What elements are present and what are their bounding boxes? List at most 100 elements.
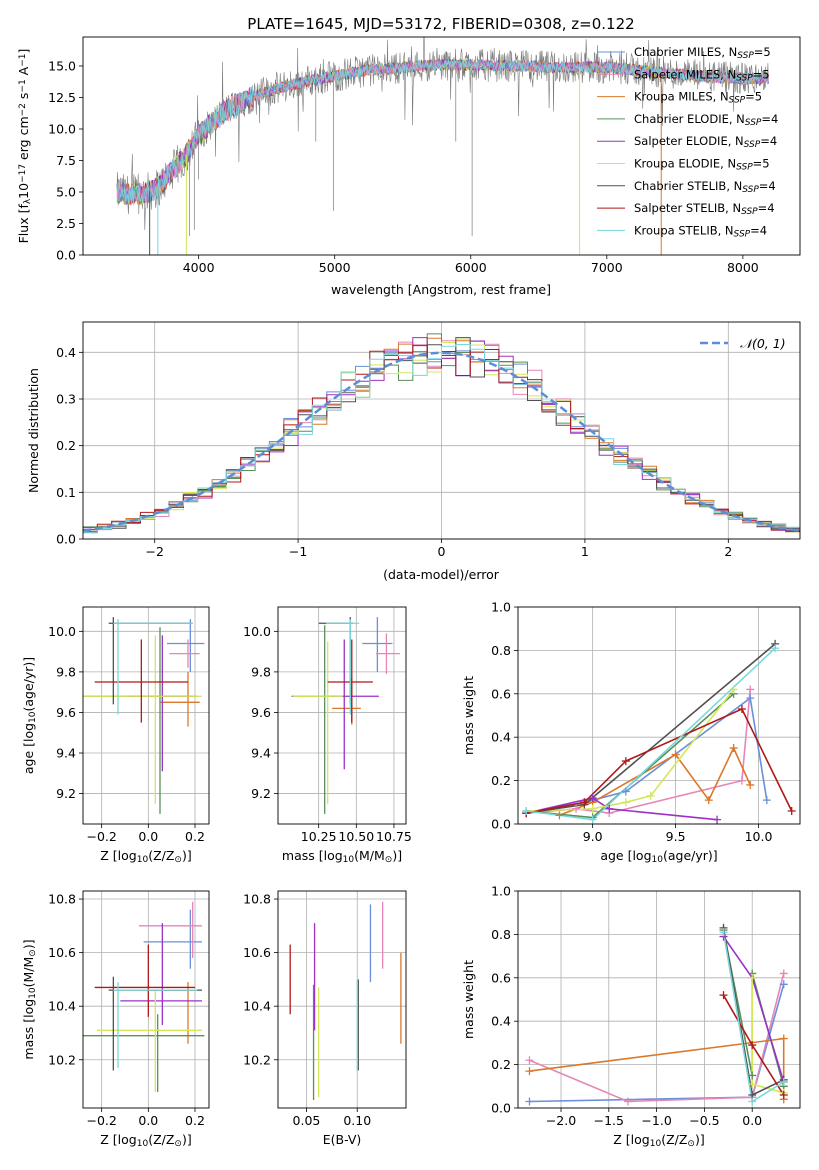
weight-marker-salpeter_stelib xyxy=(719,991,728,1000)
y-axis-label-part: )] xyxy=(21,939,36,949)
x-tick-label: 0.2 xyxy=(185,829,205,844)
y-tick-label: 1.0 xyxy=(491,884,511,899)
legend-label-chabrier_miles: Chabrier MILES, NSSP=5 xyxy=(634,45,771,61)
legend-label-kroupa_stelib-part: =4 xyxy=(750,223,767,237)
x-axis-label-part: ⊙ xyxy=(174,855,182,865)
plot-area xyxy=(291,617,400,814)
weight-marker-chabrier_miles xyxy=(621,787,630,796)
x-axis-label-part: (Z/Z xyxy=(148,848,174,863)
legend-label-salpeter_elodie-part: Salpeter ELODIE, N xyxy=(634,134,744,148)
x-axis-label-part: 10 xyxy=(137,1139,149,1149)
errorbar-salpeter_miles xyxy=(169,639,200,668)
errorbar-chabrier_miles xyxy=(167,619,205,672)
legend-label-normal: 𝒩(0, 1) xyxy=(740,336,786,351)
legend-label-salpeter_stelib-part: SSP xyxy=(741,207,758,217)
y-tick-label: 0.0 xyxy=(491,817,511,832)
y-axis-label-part: mass [log xyxy=(21,999,36,1060)
x-axis-label-part: (Z/Z xyxy=(148,1132,174,1147)
y-tick-label: 9.8 xyxy=(251,664,271,679)
x-tick-label: 0.10 xyxy=(343,1113,371,1128)
y-tick-label: 10.2 xyxy=(48,1052,76,1067)
axes-frame xyxy=(277,606,407,825)
x-axis-label-part: ⊙ xyxy=(385,855,393,865)
errorbar-kroupa_miles xyxy=(160,671,200,727)
y-tick-label: 0.6 xyxy=(491,686,511,701)
weight-marker-chabrier_miles xyxy=(779,980,788,989)
weight-marker-chabrier_miles xyxy=(525,1097,534,1106)
errorbar-kroupa_stelib xyxy=(113,982,198,1068)
y-axis-label-part: 10 xyxy=(28,987,38,999)
weight-marker-kroupa_stelib xyxy=(771,644,780,653)
legend-label-kroupa_stelib-part: SSP xyxy=(734,230,751,240)
x-axis-label-part: age [log xyxy=(600,848,651,863)
weight-line-salpeter_stelib xyxy=(526,707,793,814)
weight-marker-kroupa_elodie xyxy=(748,973,757,982)
y-tick-label: 10.2 xyxy=(243,1052,271,1067)
x-tick-label: 10.0 xyxy=(745,829,773,844)
y-axis-label-part: 10 xyxy=(28,711,38,723)
y-axis-label: Flux [fλ10−17 erg cm−2 s−1 A−1] xyxy=(16,49,33,244)
y-tick-label: 10.0 xyxy=(243,624,271,639)
weight-marker-kroupa_elodie xyxy=(588,804,597,813)
weight-line-chabrier_stelib xyxy=(526,643,776,814)
legend-label-kroupa_stelib-part: Kroupa STELIB, N xyxy=(634,223,734,237)
y-tick-label: 10.8 xyxy=(48,892,76,907)
errorbar-salpeter_stelib xyxy=(94,944,195,1017)
x-tick-label: 10.50 xyxy=(338,829,374,844)
x-tick-label: 9.5 xyxy=(666,829,686,844)
legend-label-kroupa_miles: Kroupa MILES, NSSP=5 xyxy=(634,90,762,106)
y-tick-label: 0.6 xyxy=(491,970,511,985)
x-axis-label: age [log10(age/yr)] xyxy=(600,848,717,865)
y-tick-label: 5.0 xyxy=(56,184,76,199)
legend-label-chabrier_stelib-part: Chabrier STELIB, N xyxy=(634,179,742,193)
weight-marker-salpeter_miles xyxy=(779,969,788,978)
errorbar-salpeter_stelib xyxy=(94,639,188,723)
axes-frame xyxy=(82,890,210,1109)
chart-title: PLATE=1645, MJD=53172, FIBERID=0308, z=0… xyxy=(247,15,634,33)
weight-line-salpeter_elodie xyxy=(526,797,718,821)
errorbar-salpeter_elodie xyxy=(120,923,202,1025)
weight-marker-kroupa_miles xyxy=(746,780,755,789)
weight-marker-kroupa_elodie xyxy=(646,791,655,800)
y-tick-label: 0.3 xyxy=(56,392,76,407)
y-tick-label: 0.1 xyxy=(56,485,76,500)
x-tick-label: −2.0 xyxy=(546,1113,576,1128)
weight-marker-kroupa_miles xyxy=(729,744,738,753)
x-axis-label-part: (M/M xyxy=(354,848,385,863)
legend-label-kroupa_miles-part: Kroupa MILES, N xyxy=(634,90,729,104)
y-axis-label-part: −2 xyxy=(18,103,28,116)
x-tick-label: 0.0 xyxy=(138,829,158,844)
panel-weight_vs_z: −2.0 −1.5 −1.0 −0.5 0.0 0.0 0.2 0.4 0.6 0.8 1.0 mas… xyxy=(461,884,801,1149)
x-tick-label: 0.0 xyxy=(742,1113,762,1128)
legend-label-kroupa_miles-part: SSP xyxy=(729,96,746,106)
weight-marker-kroupa_stelib xyxy=(719,928,728,937)
weight-line-salpeter_miles xyxy=(529,973,785,1103)
legend-label-salpeter_miles-part: Salpeter MILES, N xyxy=(634,67,736,81)
y-tick-label: 10.6 xyxy=(48,945,76,960)
weight-marker-kroupa_stelib xyxy=(588,815,597,824)
normal-curve xyxy=(83,351,800,533)
weight-marker-salpeter_elodie xyxy=(605,804,614,813)
y-axis-label: mass weight xyxy=(461,960,476,1039)
weight-marker-chabrier_elodie xyxy=(748,1071,757,1080)
errorbar-chabrier_elodie xyxy=(291,625,337,814)
legend-label-salpeter_elodie-part: SSP xyxy=(744,140,761,150)
y-tick-label: 10.4 xyxy=(243,999,271,1014)
weight-marker-chabrier_miles xyxy=(762,796,771,805)
y-axis-label-part: age [log xyxy=(21,723,36,774)
x-tick-label: −2 xyxy=(145,544,163,559)
y-axis-label-part: s xyxy=(16,93,31,104)
x-axis-label-part: 10 xyxy=(137,855,149,865)
y-axis-label-part: −1 xyxy=(18,79,28,92)
x-axis-label-part: mass [log xyxy=(282,848,343,863)
weight-marker-chabrier_miles xyxy=(746,694,755,703)
y-tick-label: 0.0 xyxy=(56,248,76,263)
errorbar-salpeter_elodie xyxy=(127,635,191,772)
x-axis-label-part: 10 xyxy=(343,855,355,865)
x-axis-label-part: ⊙ xyxy=(687,1139,695,1149)
errorbar-chabrier_elodie xyxy=(83,627,198,814)
legend-label-salpeter_miles-part: SSP xyxy=(736,74,753,84)
x-tick-label: −0.5 xyxy=(689,1113,719,1128)
plot-area xyxy=(116,37,769,255)
